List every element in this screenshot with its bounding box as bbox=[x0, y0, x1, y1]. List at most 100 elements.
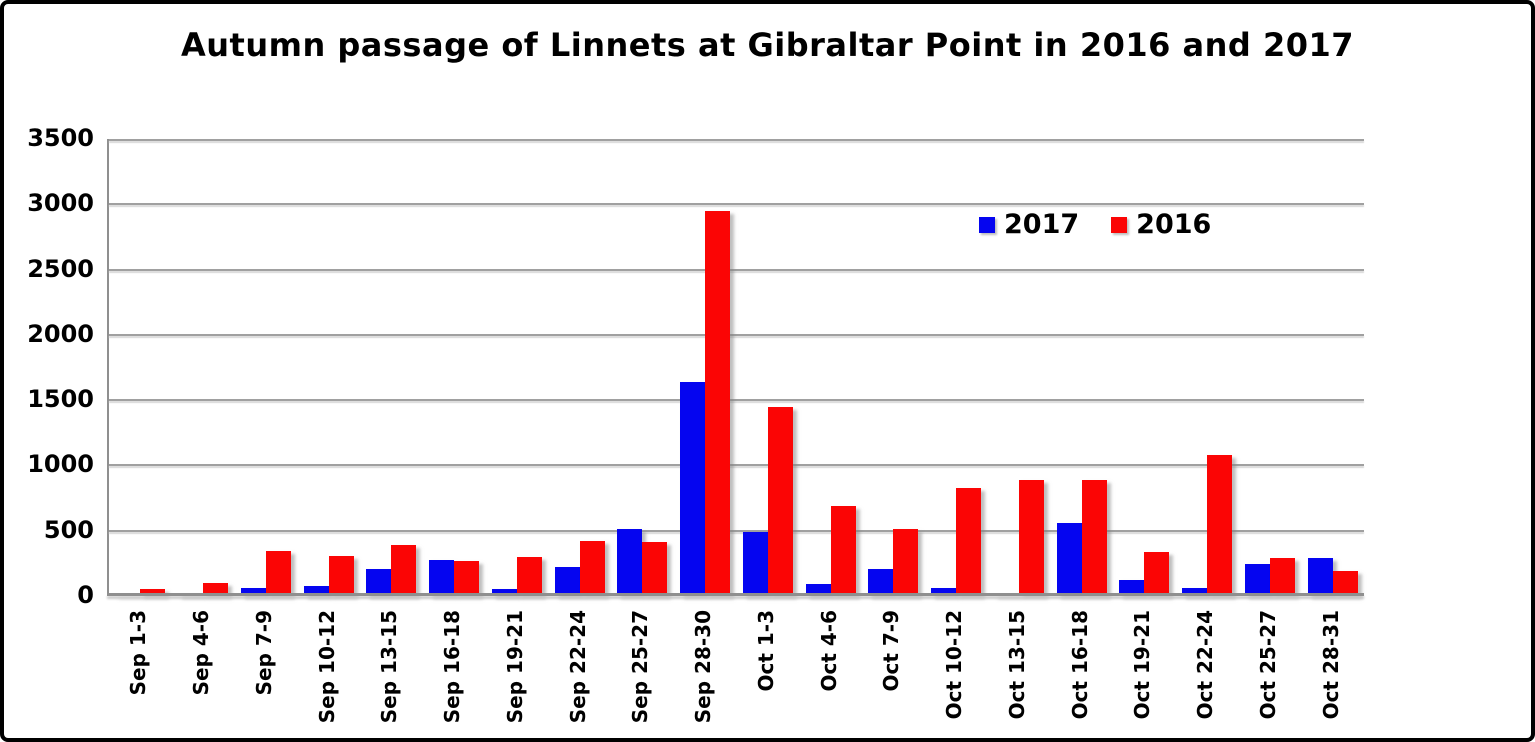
bar-2016 bbox=[1144, 552, 1170, 596]
gridline bbox=[109, 333, 1364, 336]
bar-group bbox=[1301, 139, 1364, 596]
bar-2016 bbox=[1081, 479, 1107, 596]
gridline bbox=[109, 529, 1364, 532]
x-tick-label: Oct 7-9 bbox=[879, 610, 904, 692]
x-tick-label: Oct 25-27 bbox=[1255, 610, 1280, 720]
gridline bbox=[109, 399, 1364, 402]
legend-swatch-2017-icon bbox=[979, 216, 995, 233]
x-tick-label: Sep 25-27 bbox=[628, 610, 653, 724]
bar-group bbox=[297, 139, 360, 596]
x-tick-label: Oct 22-24 bbox=[1193, 610, 1218, 720]
bar-2016 bbox=[454, 561, 480, 596]
bar-group bbox=[423, 139, 486, 596]
bar-2016 bbox=[516, 557, 542, 596]
bar-group bbox=[737, 139, 800, 596]
y-tick-label: 3000 bbox=[27, 189, 94, 218]
x-tick-label: Oct 16-18 bbox=[1067, 610, 1092, 720]
x-tick-label: Sep 4-6 bbox=[189, 610, 214, 696]
x-tick-label: Sep 19-21 bbox=[502, 610, 527, 724]
gridline bbox=[109, 464, 1364, 467]
y-tick-label: 0 bbox=[77, 581, 94, 609]
bar-group bbox=[1050, 139, 1113, 596]
bar-2017 bbox=[617, 528, 643, 596]
bar-2016 bbox=[1018, 479, 1044, 596]
x-tick-label: Oct 1-3 bbox=[753, 610, 778, 692]
bar-2016 bbox=[265, 550, 291, 596]
chart-title: Autumn passage of Linnets at Gibraltar P… bbox=[180, 26, 1354, 64]
bar-2016 bbox=[1207, 454, 1233, 596]
plot-area bbox=[107, 139, 1364, 596]
bar-2016 bbox=[579, 541, 605, 596]
x-tick-label: Sep 1-3 bbox=[126, 610, 151, 696]
bar-group bbox=[1239, 139, 1302, 596]
x-tick-label: Oct 10-12 bbox=[942, 610, 967, 720]
bar-group bbox=[360, 139, 423, 596]
bar-group bbox=[172, 139, 235, 596]
x-tick-label: Oct 4-6 bbox=[816, 610, 841, 692]
bar-2017 bbox=[1182, 587, 1208, 596]
bar-group bbox=[235, 139, 298, 596]
bar-2017 bbox=[1119, 580, 1145, 596]
bar-2016 bbox=[642, 541, 668, 596]
x-tick-label: Sep 28-30 bbox=[691, 610, 716, 724]
bar-2017 bbox=[1056, 522, 1082, 596]
bar-2016 bbox=[140, 588, 166, 596]
x-tick-label: Sep 10-12 bbox=[314, 610, 339, 724]
bar-2017 bbox=[1244, 564, 1270, 596]
bar-group bbox=[611, 139, 674, 596]
x-tick-label: Oct 19-21 bbox=[1130, 610, 1155, 720]
bar-group bbox=[486, 139, 549, 596]
bar-2017 bbox=[805, 583, 831, 596]
bar-group bbox=[988, 139, 1051, 596]
legend: 2017 2016 bbox=[979, 209, 1211, 240]
bar-2016 bbox=[893, 528, 919, 596]
bar-group bbox=[799, 139, 862, 596]
y-tick-label: 500 bbox=[43, 515, 94, 544]
x-tick-label: Sep 22-24 bbox=[565, 610, 590, 724]
bar-2016 bbox=[830, 505, 856, 596]
bar-2017 bbox=[742, 532, 768, 596]
bar-2016 bbox=[1332, 571, 1358, 596]
legend-swatch-2016-icon bbox=[1111, 216, 1128, 233]
bar-group bbox=[925, 139, 988, 596]
bar-2017 bbox=[303, 586, 329, 596]
bar-2016 bbox=[705, 210, 731, 596]
bar-group bbox=[862, 139, 925, 596]
legend-label-2017: 2017 bbox=[1004, 209, 1080, 240]
legend-item-2017: 2017 bbox=[979, 209, 1079, 240]
legend-label-2016: 2016 bbox=[1136, 209, 1212, 240]
bar-2016 bbox=[203, 582, 229, 596]
x-tick-label: Oct 13-15 bbox=[1004, 610, 1029, 720]
x-tick-label: Sep 7-9 bbox=[251, 610, 276, 696]
y-tick-label: 3500 bbox=[27, 124, 94, 152]
bar-2017 bbox=[1307, 558, 1333, 596]
bar-2017 bbox=[931, 587, 957, 596]
bar-group bbox=[1176, 139, 1239, 596]
y-tick-label: 1000 bbox=[27, 450, 94, 479]
gridline bbox=[109, 139, 1364, 141]
gridline bbox=[109, 268, 1364, 271]
bar-2017 bbox=[680, 381, 706, 596]
y-tick-label: 2000 bbox=[27, 319, 94, 348]
bar-2017 bbox=[868, 568, 894, 596]
y-tick-label: 2500 bbox=[27, 254, 94, 283]
bar-2016 bbox=[1269, 558, 1295, 596]
bar-2016 bbox=[767, 406, 793, 596]
bar-group bbox=[674, 139, 737, 596]
bar-group bbox=[109, 139, 172, 596]
gridline bbox=[109, 203, 1364, 206]
bar-2017 bbox=[240, 587, 266, 596]
bar-2016 bbox=[391, 545, 417, 596]
bar-2017 bbox=[491, 588, 517, 596]
bar-2017 bbox=[429, 560, 455, 596]
x-tick-label: Sep 13-15 bbox=[377, 610, 402, 724]
bar-2017 bbox=[554, 567, 580, 596]
bar-group bbox=[548, 139, 611, 596]
bar-2016 bbox=[328, 556, 354, 596]
bar-2017 bbox=[366, 568, 392, 596]
bar-2016 bbox=[956, 487, 982, 596]
x-tick-label: Sep 16-18 bbox=[440, 610, 465, 724]
y-tick-label: 1500 bbox=[27, 385, 94, 414]
x-axis-line bbox=[107, 593, 1364, 596]
